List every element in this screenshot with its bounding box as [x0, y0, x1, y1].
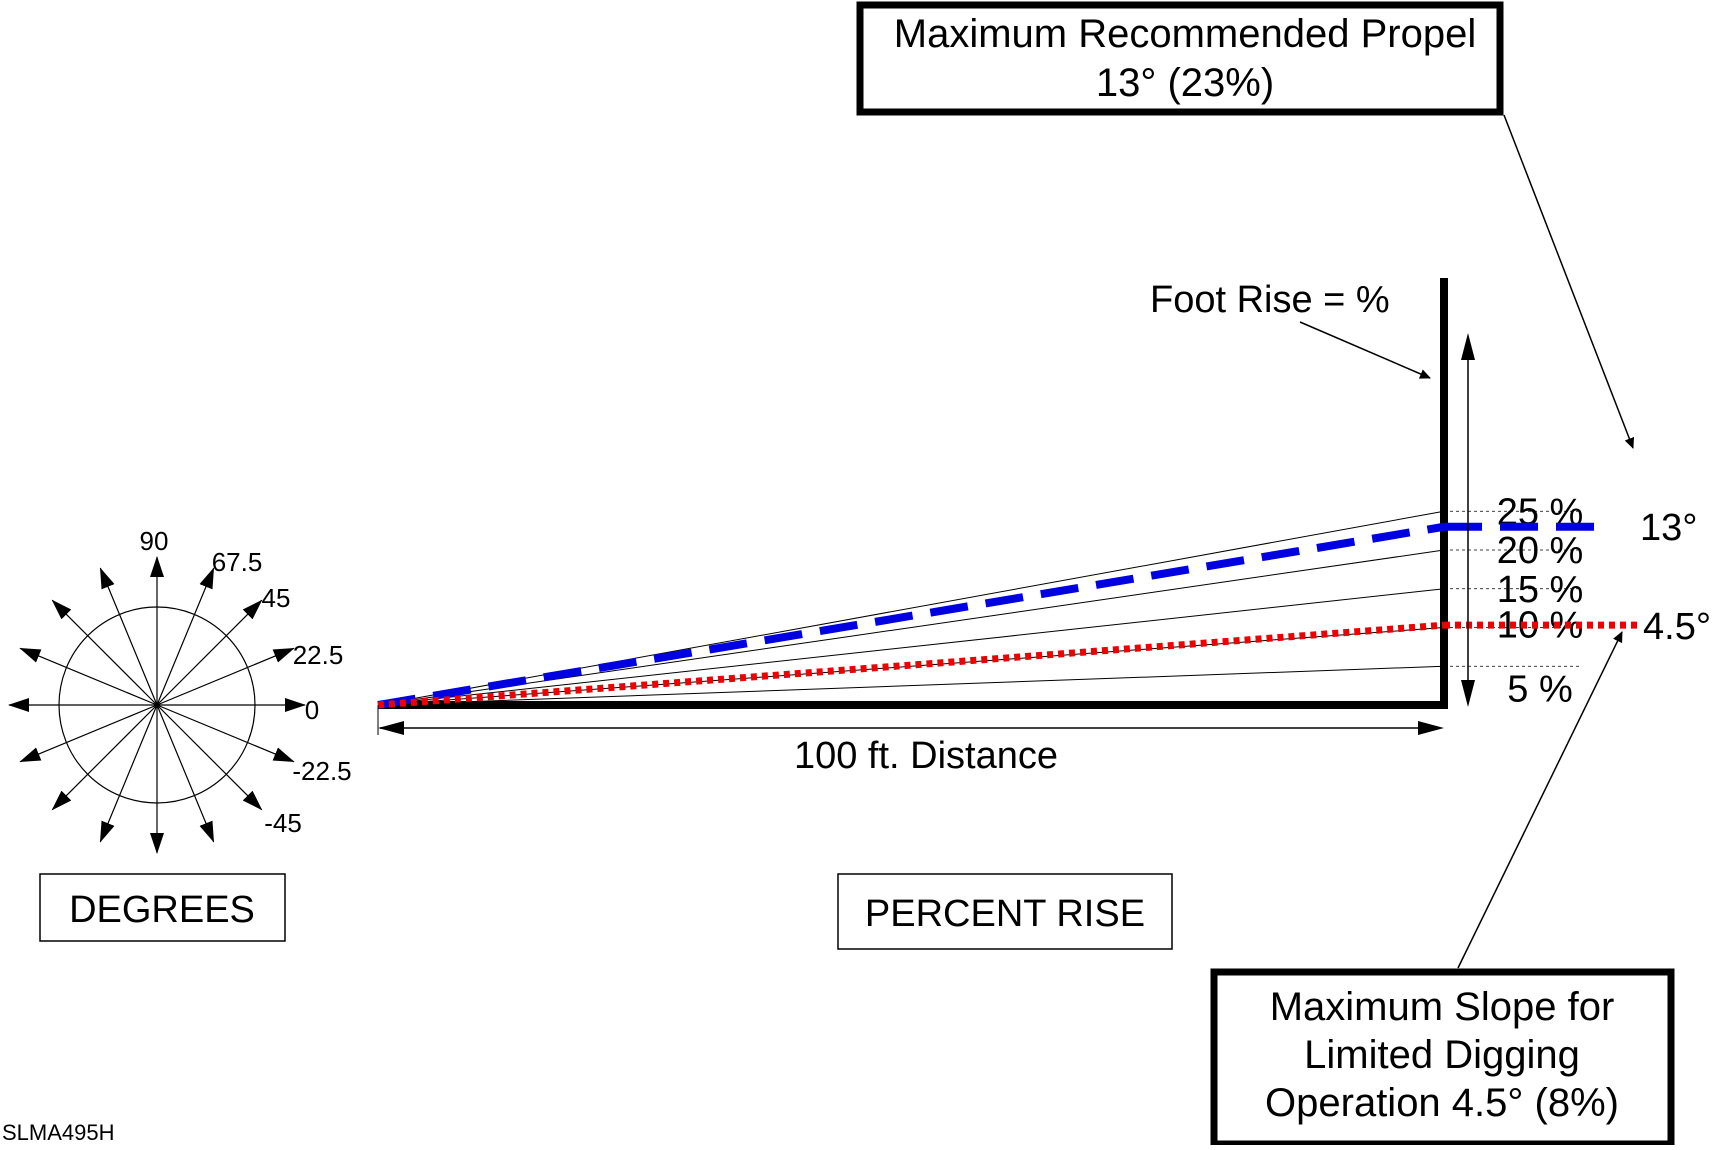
degrees-box: DEGREES: [39, 873, 286, 942]
digging-end-label: 4.5°: [1643, 606, 1711, 648]
distance-arrow-left-head: [378, 721, 404, 735]
propel-end-label: 13°: [1640, 507, 1697, 549]
compass-ray: [156, 704, 295, 763]
compass-ray: [156, 704, 263, 811]
slope-line-15: [377, 588, 1445, 706]
compass-ray: [19, 647, 158, 706]
compass-label: -22.5: [292, 756, 351, 786]
slope-label-20: 20 %: [1497, 530, 1584, 572]
distance-arrow: [377, 705, 1444, 735]
propel-callout: Maximum Recommended Propel 13° (23%): [856, 1, 1504, 116]
compass-label: 22.5: [293, 640, 344, 670]
compass-label: 45: [262, 583, 291, 613]
compass-label: 90: [140, 526, 169, 556]
compass-ray: [156, 599, 263, 706]
slope-triangle: [378, 278, 1448, 709]
compass-label: 67.5: [212, 547, 263, 577]
rise-arrow-up-head: [1461, 333, 1475, 360]
percent-rise-box: PERCENT RISE: [837, 873, 1173, 950]
digging-callout-line1: Maximum Slope for: [1270, 985, 1615, 1029]
percent-rise-box-label: PERCENT RISE: [865, 893, 1145, 935]
slope-label-5: 5 %: [1507, 668, 1572, 710]
degrees-box-label: DEGREES: [69, 889, 255, 931]
percent-reference-lines: 25 %20 %15 %10 %5 %: [377, 491, 1584, 710]
propel-callout-line2: 13° (23%): [1096, 61, 1274, 105]
compass-ray: [156, 567, 215, 706]
digging-callout-line2: Limited Digging: [1304, 1033, 1580, 1077]
foot-rise-pointer: [1299, 321, 1431, 379]
compass-ray: [99, 704, 158, 843]
distance-label: 100 ft. Distance: [794, 735, 1058, 777]
compass-ray: [51, 599, 158, 706]
compass-ray: [99, 567, 158, 706]
slope-line-10: [377, 627, 1445, 706]
compass-ray: [156, 647, 295, 706]
slope-line-5: [377, 665, 1445, 706]
slope-label-15: 15 %: [1497, 569, 1584, 611]
figure-code: SLMA495H: [2, 1120, 115, 1145]
slope-line-25: [377, 510, 1445, 706]
compass-ray: [156, 704, 215, 843]
compass-label: -45: [264, 808, 302, 838]
highlight-slopes: 13° 4.5°: [377, 507, 1711, 709]
compass-ray: [19, 704, 158, 763]
compass-label: 0: [305, 695, 319, 725]
propel-callout-line1: Maximum Recommended Propel: [894, 12, 1476, 56]
slope-line-20: [377, 549, 1445, 706]
propel-callout-leader: [1503, 114, 1635, 449]
digging-callout-line3: Operation 4.5° (8%): [1265, 1081, 1619, 1125]
degrees-box-frame: [39, 873, 286, 942]
distance-arrow-right-head: [1418, 721, 1444, 735]
percent-rise-box-frame: [837, 873, 1173, 950]
rise-arrow-down-head: [1461, 680, 1475, 707]
foot-rise-label: Foot Rise = %: [1150, 279, 1390, 321]
propel-callout-box: [856, 1, 1504, 116]
propel-slope-line: [377, 522, 1445, 709]
rise-arrow: [1461, 333, 1475, 707]
digging-callout: Maximum Slope for Limited Digging Operat…: [1210, 968, 1675, 1148]
digging-slope-line: [377, 621, 1445, 709]
compass-ray: [51, 704, 158, 811]
digging-callout-leader: [1457, 631, 1623, 969]
digging-callout-box: [1210, 968, 1675, 1148]
